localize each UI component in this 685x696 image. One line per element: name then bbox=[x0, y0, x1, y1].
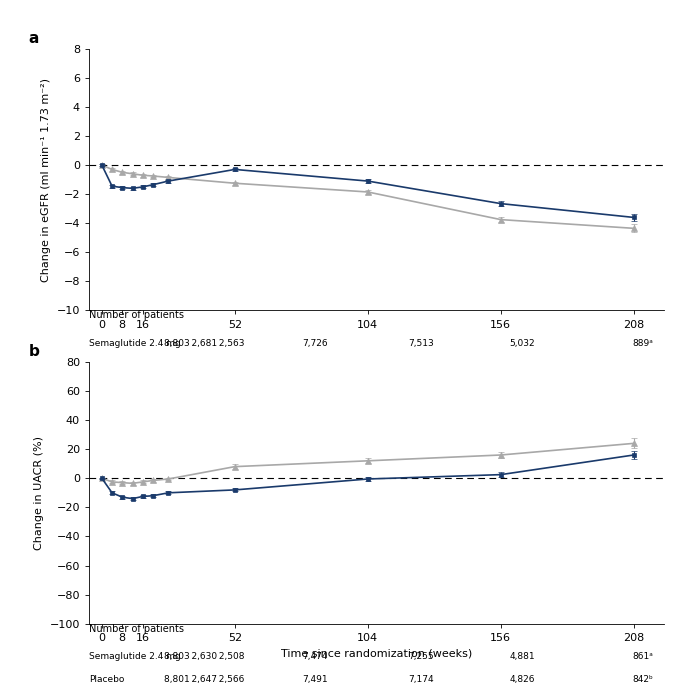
Text: a: a bbox=[29, 31, 39, 46]
Text: Number of patients: Number of patients bbox=[89, 310, 184, 320]
Text: 5,032: 5,032 bbox=[509, 339, 535, 348]
Text: Placebo: Placebo bbox=[89, 675, 125, 684]
Text: Placebo: Placebo bbox=[89, 362, 125, 371]
Text: 7,255: 7,255 bbox=[408, 652, 434, 661]
Text: 7,513: 7,513 bbox=[408, 339, 434, 348]
Text: 4,826: 4,826 bbox=[509, 675, 534, 684]
Text: 7,731: 7,731 bbox=[302, 362, 327, 371]
Text: 842ᵇ: 842ᵇ bbox=[633, 675, 653, 684]
Text: Semaglutide 2.4 mg: Semaglutide 2.4 mg bbox=[89, 652, 181, 661]
Text: 7,726: 7,726 bbox=[302, 339, 327, 348]
Text: 7,491: 7,491 bbox=[302, 675, 327, 684]
Y-axis label: Change in eGFR (ml min⁻¹ 1.73 m⁻²): Change in eGFR (ml min⁻¹ 1.73 m⁻²) bbox=[41, 78, 51, 282]
Text: b: b bbox=[29, 345, 40, 359]
Text: 4,986: 4,986 bbox=[509, 362, 535, 371]
Text: 8,803 2,681 2,563: 8,803 2,681 2,563 bbox=[164, 339, 245, 348]
Text: Semaglutide 2.4 mg: Semaglutide 2.4 mg bbox=[89, 339, 181, 348]
Text: 7,174: 7,174 bbox=[408, 675, 434, 684]
Text: 7,431: 7,431 bbox=[408, 362, 434, 371]
Y-axis label: Change in UACR (%): Change in UACR (%) bbox=[34, 436, 44, 550]
Text: 862ᵇ: 862ᵇ bbox=[633, 362, 653, 371]
Text: 8,801 2,647 2,566: 8,801 2,647 2,566 bbox=[164, 675, 245, 684]
Text: Number of patients: Number of patients bbox=[89, 624, 184, 633]
Text: 4,881: 4,881 bbox=[509, 652, 535, 661]
Text: 889ᵃ: 889ᵃ bbox=[633, 339, 653, 348]
Text: 8,803 2,630 2,508: 8,803 2,630 2,508 bbox=[164, 652, 245, 661]
Text: 8,801 2,692 2,607: 8,801 2,692 2,607 bbox=[164, 362, 245, 371]
Text: 861ᵃ: 861ᵃ bbox=[633, 652, 653, 661]
X-axis label: Time since randomization (weeks): Time since randomization (weeks) bbox=[281, 648, 473, 658]
Text: 7,474: 7,474 bbox=[302, 652, 327, 661]
